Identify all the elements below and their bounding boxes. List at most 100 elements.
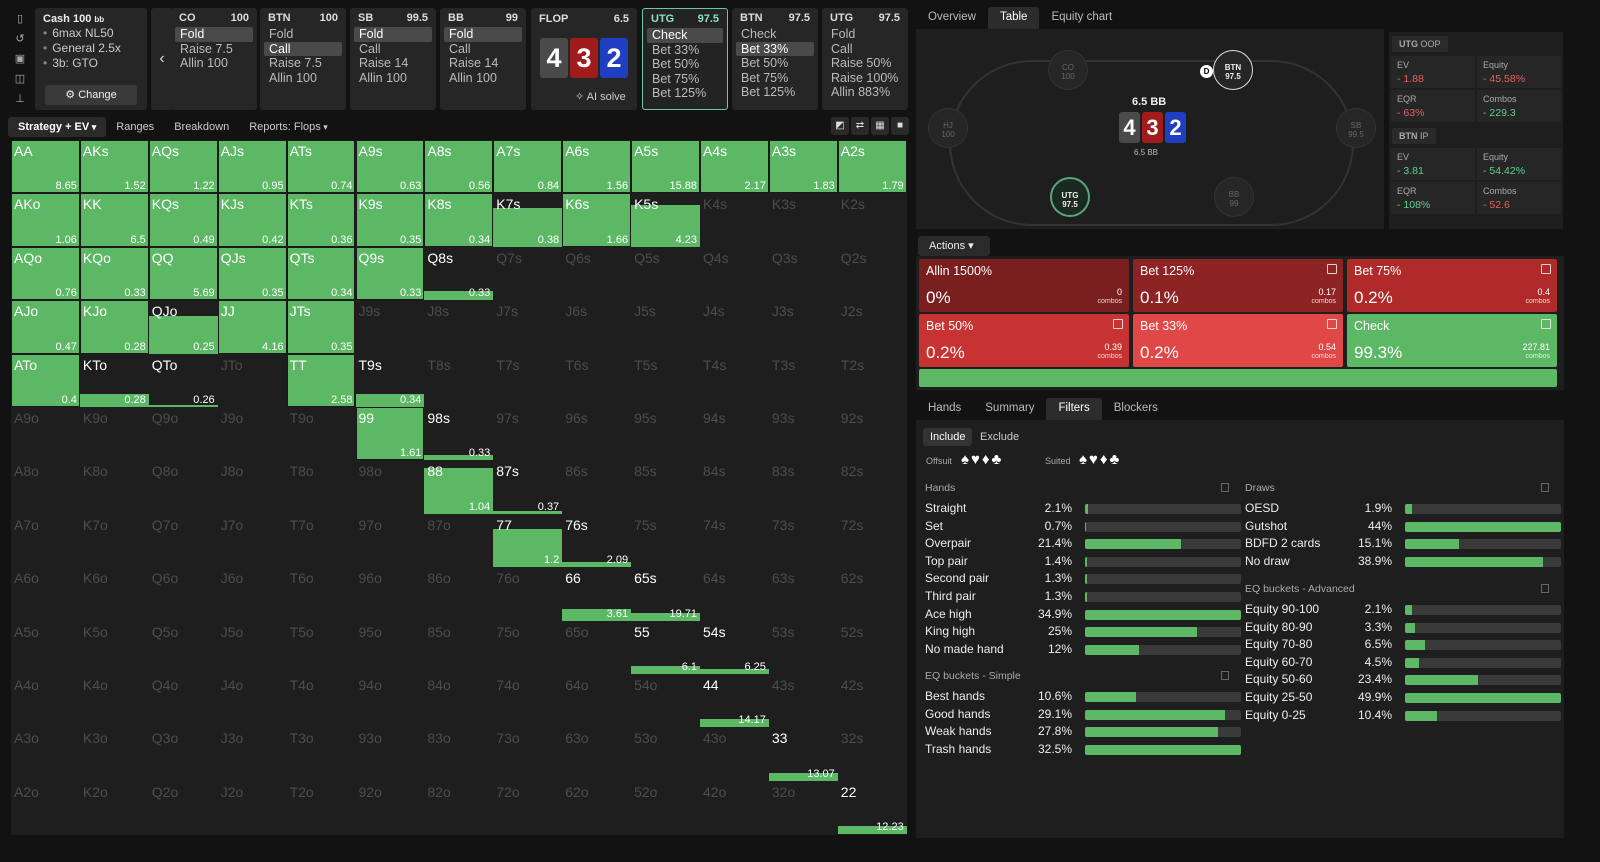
node-option[interactable]: Fold bbox=[354, 27, 432, 42]
filter-row[interactable]: Weak hands 27.8% bbox=[925, 723, 1241, 740]
hand-cell[interactable]: J4o bbox=[217, 674, 287, 728]
node-option[interactable]: Allin 100 bbox=[449, 70, 497, 85]
hand-cell[interactable]: K8o bbox=[79, 460, 149, 514]
hand-cell[interactable]: K9s 0.35 bbox=[355, 193, 425, 247]
tab-overview[interactable]: Overview bbox=[928, 11, 976, 23]
hand-cell[interactable]: 65s 19.71 bbox=[631, 567, 700, 621]
node-option[interactable]: Raise 7.5 bbox=[180, 41, 233, 56]
hand-cell[interactable]: A3s 1.83 bbox=[768, 140, 838, 194]
suited-suits[interactable]: ♠♥♦♣ bbox=[1079, 451, 1122, 468]
hand-cell[interactable]: 77 1.2 bbox=[493, 513, 563, 568]
hand-cell[interactable]: KTo 0.28 bbox=[79, 353, 149, 407]
hand-cell[interactable]: Q6o bbox=[148, 567, 218, 621]
hand-cell[interactable]: 33 13.07 bbox=[768, 727, 838, 781]
hand-cell[interactable]: Q5s bbox=[631, 246, 700, 301]
hand-cell[interactable]: T4o bbox=[286, 674, 356, 728]
node-option[interactable]: Allin 100 bbox=[269, 70, 317, 85]
hand-cell[interactable]: A8o bbox=[11, 460, 80, 514]
hand-cell[interactable]: 52o bbox=[631, 780, 700, 835]
hand-cell[interactable]: J7s bbox=[493, 300, 563, 354]
action-node-sb[interactable]: SB 99.5 Fold Call Raise 14 Allin 100 bbox=[350, 8, 436, 110]
chart-icon[interactable] bbox=[1113, 319, 1123, 329]
filter-row[interactable]: Equity 80-90 3.3% bbox=[1245, 619, 1561, 636]
action-node-btn[interactable]: BTN 97.5 Check Bet 33% Bet 50% Bet 75% Bet 125… bbox=[732, 8, 818, 110]
tab-table[interactable]: Table bbox=[987, 7, 1040, 29]
filter-row[interactable]: Equity 60-70 4.5% bbox=[1245, 654, 1561, 671]
filter-row[interactable]: Equity 50-60 23.4% bbox=[1245, 671, 1561, 688]
hand-cell[interactable]: QJs 0.35 bbox=[217, 246, 287, 301]
hand-cell[interactable]: 84s bbox=[700, 460, 769, 514]
hand-cell[interactable]: 42s bbox=[837, 674, 907, 728]
hand-cell[interactable]: 95o bbox=[355, 620, 425, 674]
tab-summary[interactable]: Summary bbox=[985, 402, 1035, 414]
chart-icon[interactable] bbox=[1541, 264, 1551, 274]
hand-cell[interactable]: A2s 1.79 bbox=[837, 140, 907, 194]
hand-cell[interactable]: J3s bbox=[768, 300, 838, 354]
hand-cell[interactable]: 97o bbox=[355, 513, 425, 568]
hand-cell[interactable]: AJo 0.47 bbox=[11, 300, 80, 354]
hand-cell[interactable]: 65o bbox=[562, 620, 632, 674]
grid-icon[interactable]: ▦ bbox=[871, 117, 889, 135]
hand-cell[interactable]: Q8s 0.33 bbox=[424, 246, 494, 301]
hand-cell[interactable]: T6s bbox=[562, 353, 632, 407]
seat-bb[interactable]: BB 99 bbox=[1214, 177, 1254, 217]
node-option[interactable]: Bet 33% bbox=[652, 42, 700, 57]
filter-row[interactable]: Equity 25-50 49.9% bbox=[1245, 689, 1561, 706]
hand-cell[interactable]: AJs 0.95 bbox=[217, 140, 287, 194]
node-option[interactable]: Allin 100 bbox=[180, 56, 228, 70]
hand-cell[interactable]: Q5o bbox=[148, 620, 218, 674]
hand-cell[interactable]: J5s bbox=[631, 300, 700, 354]
hand-cell[interactable]: Q3s bbox=[768, 246, 838, 301]
hand-cell[interactable]: J6s bbox=[562, 300, 632, 354]
hand-cell[interactable]: 88 1.04 bbox=[424, 460, 494, 514]
hand-cell[interactable]: 74o bbox=[493, 674, 563, 728]
hand-cell[interactable]: T2s bbox=[837, 353, 907, 407]
filter-row[interactable]: Top pair 1.4% bbox=[925, 553, 1241, 570]
hand-cell[interactable]: T5s bbox=[631, 353, 700, 407]
hand-cell[interactable]: A4s 2.17 bbox=[700, 140, 769, 194]
action-allin1500[interactable]: Allin 1500% 0% 0 combos bbox=[919, 259, 1129, 312]
hand-cell[interactable]: J7o bbox=[217, 513, 287, 568]
hand-cell[interactable]: Q2o bbox=[148, 780, 218, 835]
seat-sb[interactable]: SB 99.5 bbox=[1336, 108, 1376, 148]
hand-cell[interactable]: KJs 0.42 bbox=[217, 193, 287, 247]
hand-cell[interactable]: AA 8.65 bbox=[11, 140, 80, 194]
hand-cell[interactable]: T3s bbox=[768, 353, 838, 407]
hand-cell[interactable]: Q7o bbox=[148, 513, 218, 568]
node-option[interactable]: Raise 50% bbox=[831, 56, 892, 70]
hand-cell[interactable]: TT 2.58 bbox=[286, 353, 356, 407]
hand-cell[interactable]: 84o bbox=[424, 674, 494, 728]
hand-cell[interactable]: QTs 0.34 bbox=[286, 246, 356, 301]
back-button[interactable]: ‹ bbox=[151, 8, 173, 110]
node-option[interactable]: Raise 14 bbox=[359, 56, 409, 70]
hand-cell[interactable]: 54s 6.25 bbox=[700, 620, 769, 674]
hand-cell[interactable]: A7o bbox=[11, 513, 80, 568]
hand-cell[interactable]: T9o bbox=[286, 407, 356, 461]
action-check[interactable]: Check 99.3% 227.81 combos bbox=[1347, 314, 1557, 367]
node-option[interactable]: Fold bbox=[831, 27, 856, 41]
action-node-btn[interactable]: BTN 100 Fold Call Raise 7.5 Allin 100 bbox=[260, 8, 346, 110]
hand-cell[interactable]: 66 3.61 bbox=[562, 567, 632, 621]
bookmark-icon[interactable]: ▯ bbox=[16, 13, 24, 25]
node-option[interactable]: Bet 50% bbox=[652, 57, 700, 71]
tab-equity-chart[interactable]: Equity chart bbox=[1051, 11, 1113, 23]
hand-cell[interactable]: KTs 0.36 bbox=[286, 193, 356, 247]
hand-cell[interactable]: 54o bbox=[631, 674, 700, 728]
offsuit-suits[interactable]: ♠♥♦♣ bbox=[961, 451, 1004, 468]
filter-row[interactable]: Good hands 29.1% bbox=[925, 706, 1241, 723]
hand-cell[interactable]: J9s bbox=[355, 300, 425, 354]
hand-cell[interactable]: J8o bbox=[217, 460, 287, 514]
hand-cell[interactable]: 99 1.61 bbox=[355, 407, 425, 461]
hand-cell[interactable]: T9s 0.34 bbox=[355, 353, 425, 407]
chart-icon[interactable] bbox=[1327, 264, 1337, 274]
hand-cell[interactable]: 44 14.17 bbox=[700, 674, 769, 728]
filter-row[interactable]: BDFD 2 cards 15.1% bbox=[1245, 535, 1561, 552]
hand-cell[interactable]: 74s bbox=[700, 513, 769, 568]
hand-cell[interactable]: 98o bbox=[355, 460, 425, 514]
hand-cell[interactable]: A4o bbox=[11, 674, 80, 728]
hand-cell[interactable]: A2o bbox=[11, 780, 80, 835]
node-option[interactable]: Raise 100% bbox=[831, 70, 899, 85]
hand-cell[interactable]: 43s bbox=[768, 674, 838, 728]
collapse-icon[interactable] bbox=[1541, 483, 1549, 492]
hand-cell[interactable]: K2s bbox=[837, 193, 907, 247]
